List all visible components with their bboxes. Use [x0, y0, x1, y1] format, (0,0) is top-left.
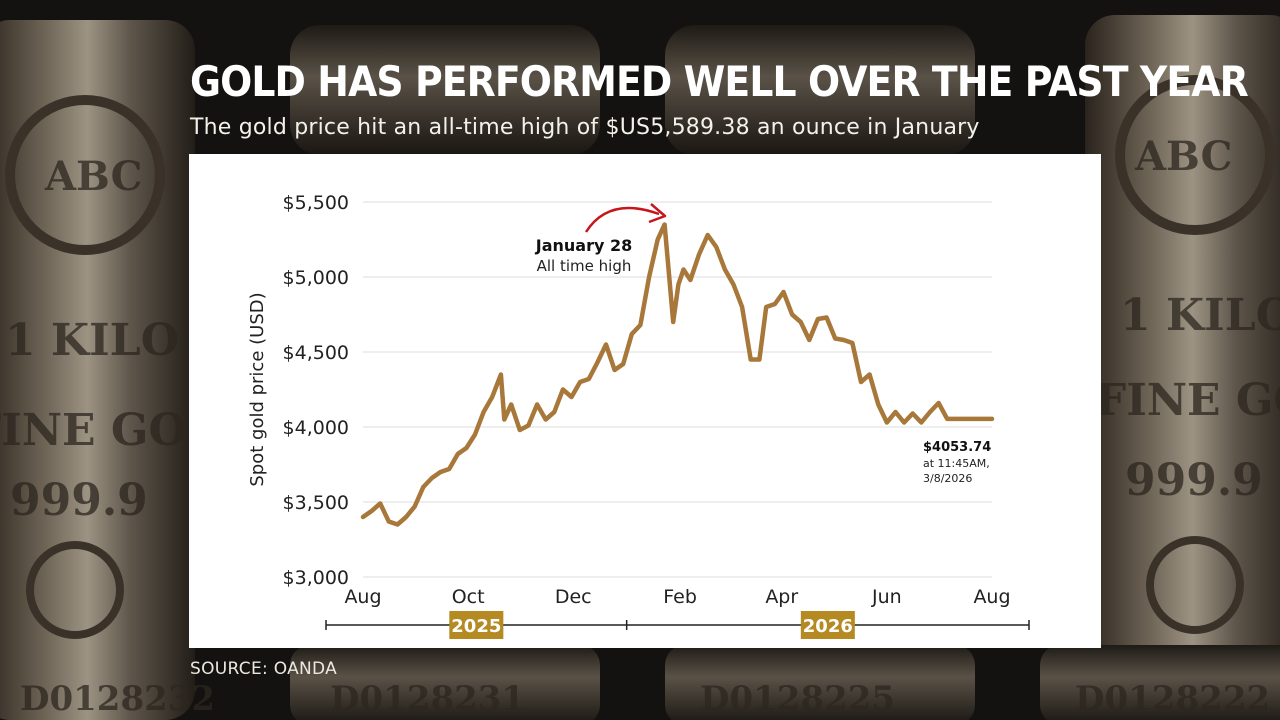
bar-text-serial-right: D0128222	[1075, 679, 1270, 719]
bar-text-fine-gold-right: FINE GOLD	[1095, 375, 1280, 426]
abc-logo-left	[5, 95, 165, 255]
bar-text-serial-mid-left: D0128231	[330, 679, 525, 719]
y-tick-label: $3,000	[283, 567, 349, 589]
bar-text-purity-right: 999.9	[1125, 455, 1263, 506]
y-tick-label: $3,500	[283, 492, 349, 514]
peak-arrow-icon	[584, 206, 660, 233]
peak-annotation-sublabel: All time high	[537, 257, 632, 275]
peak-arrowhead-icon	[648, 203, 667, 224]
gold-bar-mid-right	[665, 25, 975, 155]
gold-bar-bottom-right	[1040, 645, 1280, 720]
headline-title: GOLD HAS PERFORMED WELL OVER THE PAST YE…	[190, 57, 1249, 106]
bar-text-abc-left: ABC	[44, 153, 142, 200]
bar-text-kilo-right: 1 KILO	[1120, 290, 1280, 341]
x-tick-label: Oct	[452, 586, 485, 608]
x-tick-label: Feb	[663, 586, 697, 608]
y-tick-label: $4,500	[283, 342, 349, 364]
x-tick-label: Aug	[973, 586, 1010, 608]
gold-bar-bottom-mid-left	[290, 645, 600, 720]
y-tick-label: $5,000	[283, 267, 349, 289]
bar-text-serial-left: D0128232	[20, 679, 215, 719]
australia-seal-right	[1146, 536, 1244, 634]
latest-date-label: 3/8/2026	[923, 472, 972, 485]
abc-logo-right	[1115, 75, 1275, 235]
year-label-box	[449, 611, 504, 639]
peak-annotation-label: January 28	[535, 236, 632, 255]
latest-value-label: $4053.74	[923, 440, 991, 455]
year-label: 2025	[451, 616, 501, 637]
gold-price-chart: $3,000 $3,500 $4,000 $4,500 $5,000 $5,500 Spot…	[247, 192, 1030, 639]
gold-bar-bottom-mid-right	[665, 645, 975, 720]
source-note: SOURCE: OANDA	[190, 659, 338, 679]
latest-time-label: at 11:45AM,	[923, 457, 990, 470]
x-tick-label: Dec	[555, 586, 592, 608]
australia-seal-left	[26, 541, 124, 639]
gold-price-line	[360, 222, 995, 527]
x-tick-label: Aug	[344, 586, 381, 608]
chart-panel: $3,000 $3,500 $4,000 $4,500 $5,000 $5,500 Spot…	[189, 154, 1101, 648]
gold-bar-right	[1085, 15, 1280, 720]
bar-text-serial-mid-right: D0128225	[700, 679, 895, 719]
bar-text-kilo-left: 1 KILO	[5, 315, 179, 366]
gold-bar-mid-left	[290, 25, 600, 155]
x-tick-label: Apr	[765, 586, 798, 608]
y-axis-label: Spot gold price (USD)	[247, 292, 268, 486]
year-label-box	[800, 611, 855, 639]
gold-bar-left	[0, 20, 195, 720]
y-tick-label: $4,000	[283, 417, 349, 439]
headline-subtitle: The gold price hit an all-time high of $…	[190, 115, 980, 140]
x-tick-label: Jun	[871, 586, 902, 608]
year-label: 2026	[803, 616, 853, 637]
bar-text-abc-right: ABC	[1134, 133, 1232, 180]
y-tick-label: $5,500	[283, 192, 349, 214]
bar-text-purity-left: 999.9	[10, 475, 148, 526]
